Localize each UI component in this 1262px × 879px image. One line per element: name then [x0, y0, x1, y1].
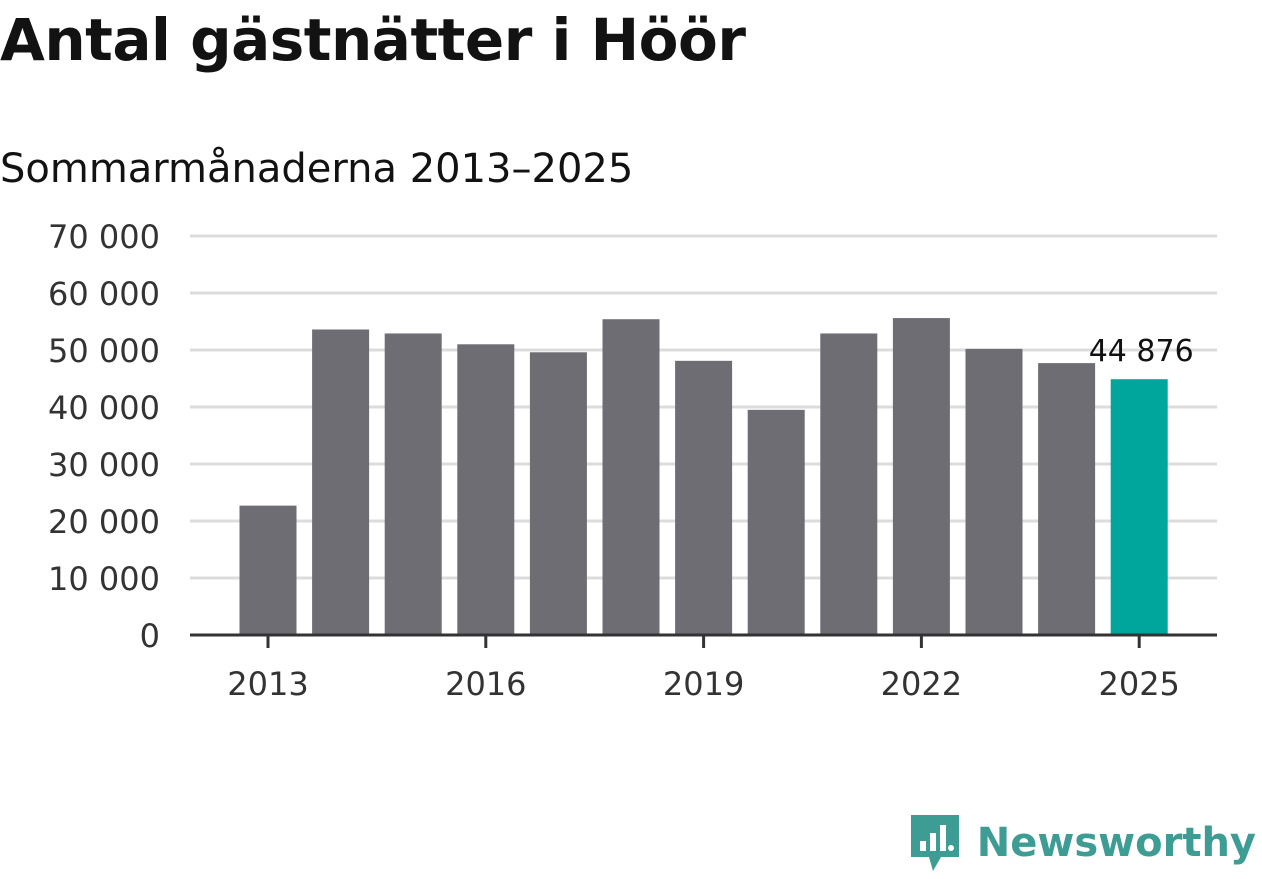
chart-title: Antal gästnätter i Höör — [0, 6, 746, 74]
bar — [747, 409, 805, 635]
y-tick-label: 10 000 — [48, 560, 160, 598]
bar — [675, 360, 733, 635]
bar — [1038, 363, 1096, 635]
bar — [384, 333, 442, 635]
x-axis-ticks: 2013 2016 2019 2022 2025 — [227, 635, 1180, 703]
x-tick-label: 2022 — [881, 665, 962, 703]
x-tick-label: 2013 — [227, 665, 308, 703]
x-tick-label: 2016 — [445, 665, 526, 703]
chart-subtitle: Sommarmånaderna 2013–2025 — [0, 146, 634, 192]
bar — [820, 333, 878, 635]
data-label: 44 876 — [1089, 334, 1194, 369]
data-labels: 44 876 — [1089, 334, 1194, 369]
bar — [457, 344, 515, 635]
brand-logo: Newsworthy — [910, 815, 1256, 871]
y-tick-label: 40 000 — [48, 389, 160, 427]
bar — [602, 319, 660, 635]
bar — [529, 352, 587, 635]
bars — [239, 318, 1168, 635]
x-tick-label: 2019 — [663, 665, 744, 703]
y-tick-label: 30 000 — [48, 446, 160, 484]
y-tick-label: 60 000 — [48, 275, 160, 313]
bar-highlight — [1110, 379, 1168, 635]
bar — [965, 348, 1023, 635]
y-tick-label: 50 000 — [48, 332, 160, 370]
bar — [892, 318, 950, 635]
bar — [312, 329, 370, 635]
y-tick-label: 20 000 — [48, 503, 160, 541]
y-tick-label: 0 — [140, 617, 160, 655]
newsworthy-logo-icon — [910, 815, 959, 871]
brand-name: Newsworthy — [976, 820, 1256, 866]
y-axis-tick-labels: 0 10 000 20 000 30 000 40 000 50 000 60 000 70 … — [48, 218, 160, 655]
y-tick-label: 70 000 — [48, 218, 160, 256]
x-tick-label: 2025 — [1098, 665, 1179, 703]
bar — [239, 505, 297, 635]
